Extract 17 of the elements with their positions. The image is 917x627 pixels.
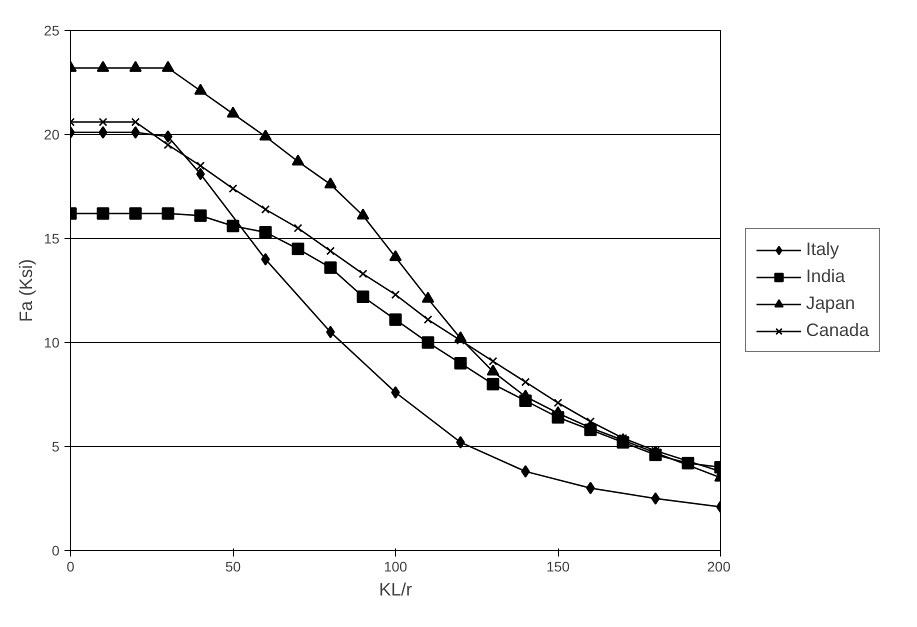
x-tick-label: 50 <box>225 558 241 574</box>
legend-label: Canada <box>806 320 870 341</box>
legend-label: India <box>806 266 846 287</box>
y-tick-label: 10 <box>44 334 60 350</box>
y-tick-label: 15 <box>44 230 60 246</box>
x-tick-label: 0 <box>66 558 75 574</box>
x-tick-label: 200 <box>707 558 731 574</box>
y-tick-label: 0 <box>52 542 60 558</box>
x-tick-label: 150 <box>546 558 570 574</box>
legend-label: Japan <box>806 293 856 314</box>
x-tick-label: 100 <box>384 558 408 574</box>
y-axis-title: Fa (Ksi) <box>16 259 36 322</box>
y-tick-label: 20 <box>44 126 60 142</box>
y-tick-label: 25 <box>44 22 60 38</box>
legend-label: Italy <box>806 239 840 260</box>
x-axis-title: KL/r <box>378 580 412 600</box>
y-tick-label: 5 <box>52 438 60 454</box>
